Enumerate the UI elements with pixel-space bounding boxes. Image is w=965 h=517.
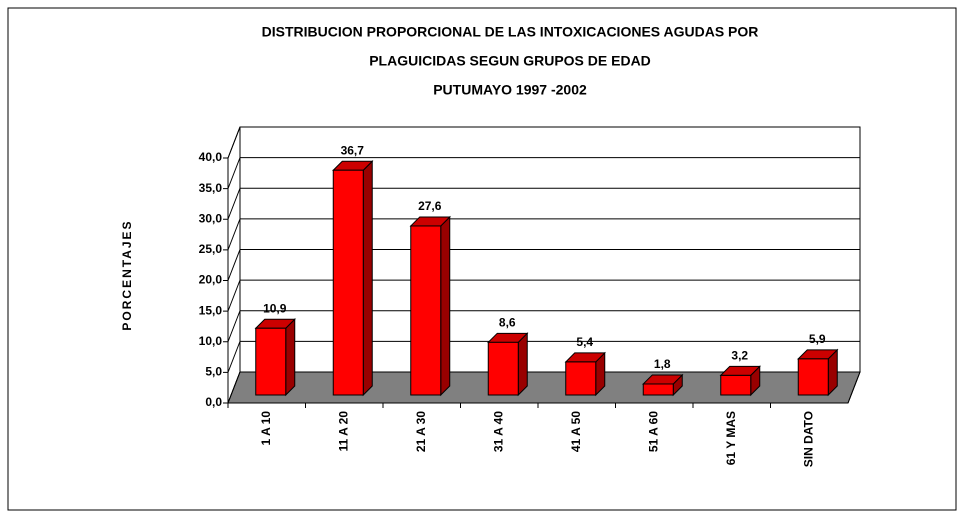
value-label: 5,4 bbox=[576, 335, 593, 349]
y-tick-label: 10,0 bbox=[199, 334, 223, 348]
value-label: 10,9 bbox=[263, 301, 287, 315]
y-tick-label: 5,0 bbox=[205, 365, 222, 379]
bar bbox=[797, 358, 829, 396]
x-tick-label: SIN DATO bbox=[801, 411, 815, 467]
grid-line bbox=[227, 371, 241, 404]
x-tick-label: 31 A 40 bbox=[491, 411, 505, 452]
y-tick-label: 30,0 bbox=[199, 211, 223, 225]
bar-side bbox=[362, 160, 373, 397]
bar bbox=[642, 383, 674, 396]
grid-line bbox=[227, 279, 241, 312]
value-label: 1,8 bbox=[654, 357, 671, 371]
value-label: 8,6 bbox=[499, 315, 516, 329]
y-axis-label: PORCENTAJES bbox=[120, 219, 134, 330]
y-tick-label: 0,0 bbox=[205, 395, 222, 409]
floor bbox=[227, 371, 861, 404]
value-label: 36,7 bbox=[341, 143, 365, 157]
bar bbox=[487, 341, 519, 396]
x-tick-label: 51 A 60 bbox=[646, 411, 660, 452]
grid-line bbox=[227, 157, 241, 189]
bar bbox=[565, 361, 597, 396]
bar bbox=[720, 374, 752, 396]
bar bbox=[410, 225, 442, 396]
bar bbox=[332, 169, 364, 396]
chart-title: PUTUMAYO 1997 -2002 bbox=[433, 82, 587, 98]
y-tick-label: 20,0 bbox=[199, 273, 223, 287]
x-axis bbox=[847, 371, 861, 404]
x-tick-label: 41 A 50 bbox=[569, 411, 583, 452]
bar-side bbox=[440, 215, 451, 397]
grid-line bbox=[227, 126, 241, 159]
y-tick-label: 35,0 bbox=[199, 181, 223, 195]
x-tick-label: 1 A 10 bbox=[259, 411, 273, 446]
bar bbox=[255, 327, 287, 396]
x-tick-label: 11 A 20 bbox=[336, 411, 350, 452]
y-tick-label: 40,0 bbox=[199, 150, 223, 164]
grid-line bbox=[227, 188, 241, 220]
value-label: 27,6 bbox=[418, 199, 442, 213]
bar-side bbox=[285, 318, 296, 397]
y-tick-label: 25,0 bbox=[199, 242, 223, 256]
value-label: 3,2 bbox=[731, 349, 748, 363]
x-tick-label: 61 Y MAS bbox=[724, 411, 738, 465]
chart-title: PLAGUICIDAS SEGUN GRUPOS DE EDAD bbox=[369, 53, 651, 69]
y-tick-label: 15,0 bbox=[199, 303, 223, 317]
grid-line bbox=[227, 218, 241, 251]
value-label: 5,9 bbox=[809, 332, 826, 346]
grid-line bbox=[227, 310, 241, 342]
grid-line bbox=[227, 249, 241, 281]
grid-line bbox=[227, 341, 241, 373]
bar-side bbox=[517, 332, 528, 397]
chart-title: DISTRIBUCION PROPORCIONAL DE LAS INTOXIC… bbox=[262, 24, 759, 40]
x-tick-label: 21 A 30 bbox=[414, 411, 428, 452]
